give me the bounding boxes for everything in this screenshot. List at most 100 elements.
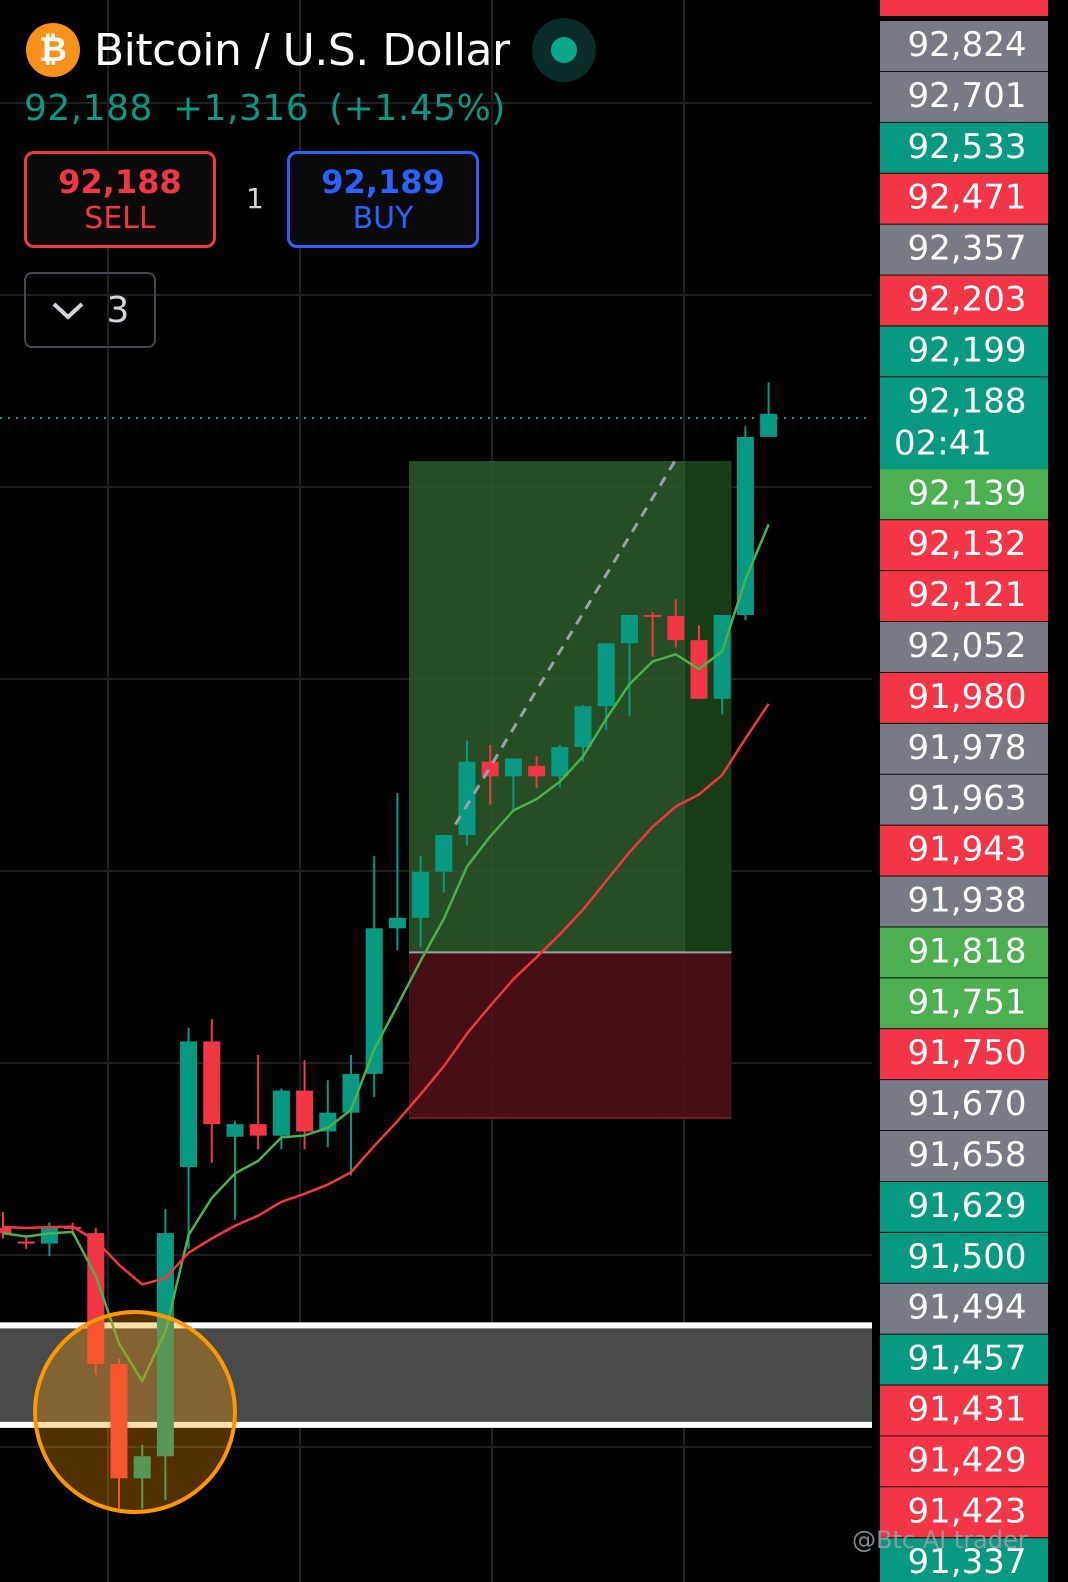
price-label-text: 92,199 (908, 330, 1027, 370)
price-label-text: 91,429 (908, 1440, 1027, 1480)
candle-body (528, 765, 546, 777)
buy-label: BUY (352, 200, 414, 236)
price-label-text: 91,494 (908, 1288, 1027, 1328)
price-label: 92,701 (880, 71, 1048, 122)
sell-label: SELL (84, 200, 156, 236)
candle-body (226, 1124, 244, 1137)
price-label: 91,431 (880, 1385, 1048, 1436)
chevron-down-icon (52, 302, 83, 320)
candle-body (412, 871, 430, 918)
price-label-text: 92,203 (908, 280, 1027, 320)
candle (365, 855, 383, 1097)
price-label-bg (880, 927, 1048, 978)
price-label: 91,429 (880, 1436, 1048, 1487)
price-label-bg (880, 0, 1048, 16)
chart-overlays (0, 417, 872, 1514)
price-label: 91,423 (880, 1487, 1048, 1538)
price-label: 92,121 (880, 571, 1048, 622)
price-label: 91,500 (880, 1232, 1048, 1283)
price-label-text: 91,751 (908, 982, 1027, 1022)
price-label-text: 92,132 (908, 524, 1027, 564)
candle-body (597, 643, 615, 707)
candle (458, 740, 476, 846)
price-label-bg (880, 122, 1048, 173)
candle-body (40, 1226, 58, 1244)
candle-body (388, 917, 406, 929)
price-label: 91,629 (880, 1181, 1048, 1232)
candle-body (0, 1227, 12, 1234)
candle (644, 611, 662, 657)
candle-body (736, 436, 754, 615)
indicators-toggle-button[interactable]: 3 (24, 272, 156, 348)
candle-body (17, 1241, 35, 1244)
candle (156, 1209, 174, 1501)
price-label: 92,533 (880, 122, 1048, 173)
sell-button[interactable]: 92,188 SELL (24, 151, 216, 248)
price-label: 91,978 (880, 723, 1048, 774)
price-summary: 92,188 +1,316 (+1.45%) (24, 88, 526, 129)
candle-body (342, 1073, 360, 1113)
price-label: 91,938 (880, 876, 1048, 927)
price-label-bg (880, 672, 1048, 723)
price-label: 91,658 (880, 1131, 1048, 1181)
price-label: 91,494 (880, 1283, 1048, 1334)
price-label-bg (880, 1538, 1048, 1582)
last-price: 92,188 (24, 88, 153, 129)
candle-body (551, 746, 569, 777)
price-label-text: 92,824 (908, 25, 1027, 65)
price-label-text: 91,431 (908, 1390, 1027, 1430)
price-label-bg (880, 469, 1048, 520)
candle-body (272, 1090, 290, 1136)
candle (203, 1019, 221, 1163)
price-label-bg (880, 723, 1048, 774)
price-label-text: 92,533 (908, 127, 1027, 167)
symbol-title[interactable]: Bitcoin / U.S. Dollar (94, 24, 510, 76)
price-label-text: 91,818 (908, 931, 1027, 971)
price-change: +1,316 (172, 88, 310, 129)
ema-slow-line (2, 703, 770, 1286)
price-axis[interactable]: 92,824 92,701 92,533 92,471 92,357 92,203 92,1… (872, 0, 1068, 1582)
price-change-percent: (+1.45%) (329, 88, 506, 129)
price-label-text: 91,658 (908, 1135, 1027, 1175)
price-label: 91,337 (880, 1538, 1048, 1582)
price-label-text: 91,457 (908, 1339, 1027, 1379)
price-label-bg (880, 1436, 1048, 1487)
candle (620, 614, 638, 716)
price-label: 91,963 (880, 774, 1048, 825)
price-label-text: 92,188 (908, 381, 1027, 421)
buy-button[interactable]: 92,189 BUY (287, 151, 479, 248)
price-label: 91,818 (880, 927, 1048, 978)
candle-body (435, 835, 453, 872)
price-label-text: 91,423 (908, 1491, 1027, 1531)
candle-body (458, 761, 476, 836)
price-label-bg (880, 1080, 1048, 1131)
price-label: 92,203 (880, 275, 1048, 326)
candle (342, 1055, 360, 1176)
candle-body (133, 1456, 151, 1479)
candle (133, 1444, 151, 1509)
price-label: 92,824 (880, 21, 1048, 71)
ema-fast-line (2, 523, 770, 1384)
price-label-bg (880, 520, 1048, 571)
candle-body (203, 1041, 221, 1125)
price-label-bg (880, 1131, 1048, 1181)
candle-body (156, 1233, 174, 1457)
price-label-bg (880, 21, 1048, 71)
price-label-text: 91,938 (908, 881, 1027, 921)
candle (574, 705, 592, 762)
price-label: 91,980 (880, 672, 1048, 723)
price-label-bg (880, 173, 1048, 224)
candle-body (110, 1364, 128, 1479)
price-label-bg (880, 224, 1048, 275)
price-label-bg (880, 275, 1048, 326)
sell-price: 92,188 (58, 162, 182, 201)
price-label-text: 92,139 (908, 473, 1027, 513)
candle-body (504, 758, 522, 777)
highlight-circle (33, 1310, 237, 1514)
candle (226, 1121, 244, 1220)
price-label: 92,139 (880, 469, 1048, 520)
live-dot-icon (550, 37, 577, 63)
market-status-indicator[interactable] (531, 18, 596, 82)
